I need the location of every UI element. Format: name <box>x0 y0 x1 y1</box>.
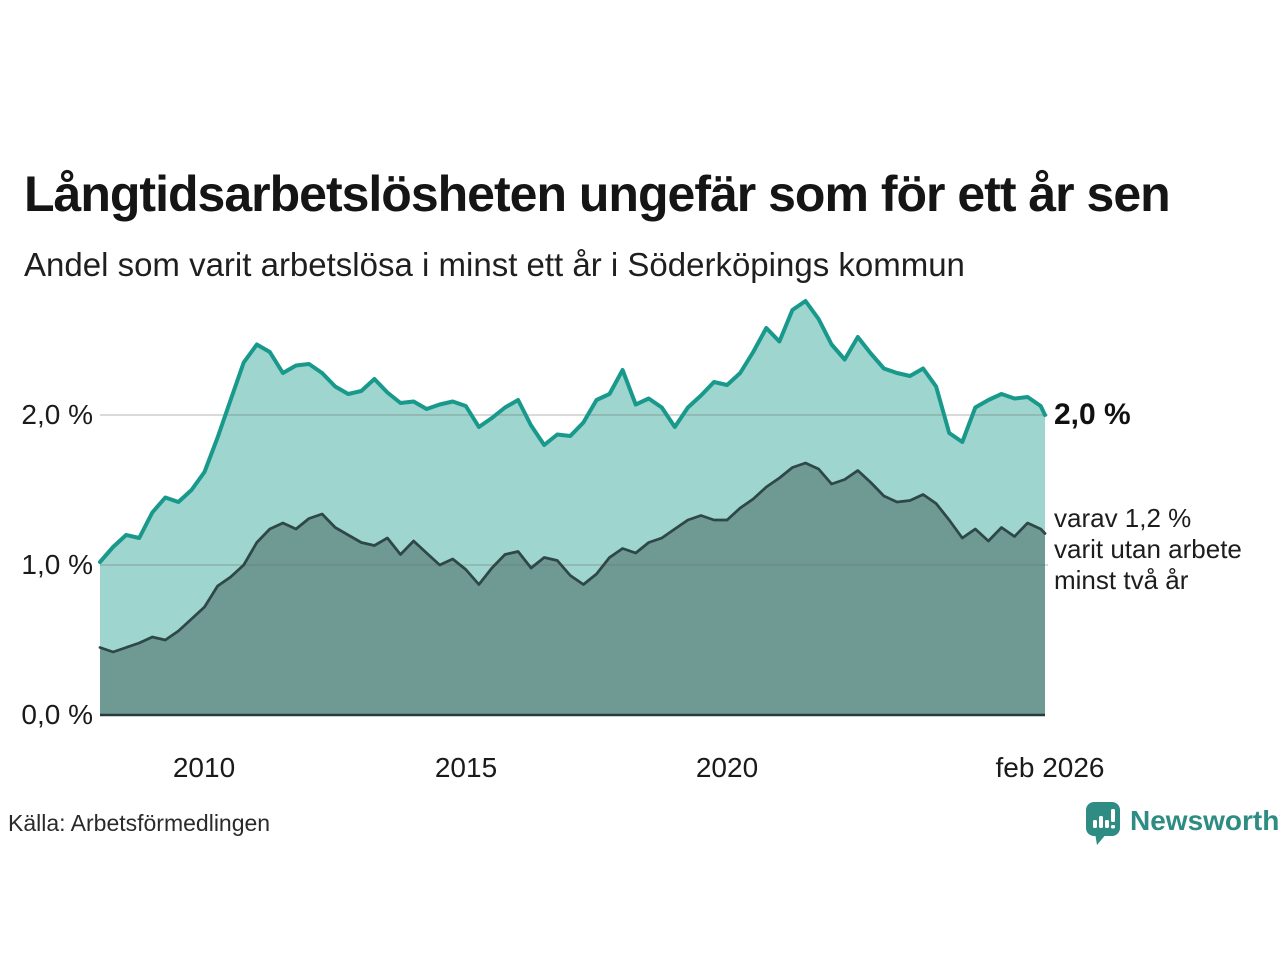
y-axis-tick-1: 1,0 % <box>21 549 93 580</box>
line-series-0 <box>98 299 1047 564</box>
y-axis-tick-2: 2,0 % <box>21 399 93 430</box>
x-axis-tick-2015: 2015 <box>434 752 498 783</box>
area-fill-series-1 <box>100 463 1045 715</box>
annotation-line-1: varav 1,2 % <box>1054 503 1192 533</box>
x-axis-tick-2010: 2010 <box>172 752 236 783</box>
line-series-1 <box>98 461 1047 654</box>
newsworthy-logo-text: Newsworthy <box>1130 805 1280 836</box>
page-title: Långtidsarbetslösheten ungefär som för e… <box>24 165 1171 222</box>
series-two-years-annotation: varav 1,2 % varit utan arbete minst två … <box>1054 503 1242 596</box>
source-attribution: Källa: Arbetsförmedlingen <box>8 810 271 836</box>
x-axis-tick-2020: 2020 <box>695 752 759 783</box>
chart-subtitle: Andel som varit arbetslösa i minst ett å… <box>24 246 965 283</box>
series-total-end-value-label: 2,0 % <box>1054 398 1131 431</box>
x-axis-tick-feb-2026: feb 2026 <box>995 752 1105 783</box>
newsworthy-logo-icon <box>1086 802 1120 845</box>
newsworthy-logo: Newsworthy <box>1086 802 1280 850</box>
annotation-line-3: minst två år <box>1054 565 1189 595</box>
y-axis-tick-0: 0,0 % <box>21 699 93 730</box>
annotation-line-2: varit utan arbete <box>1054 534 1242 564</box>
